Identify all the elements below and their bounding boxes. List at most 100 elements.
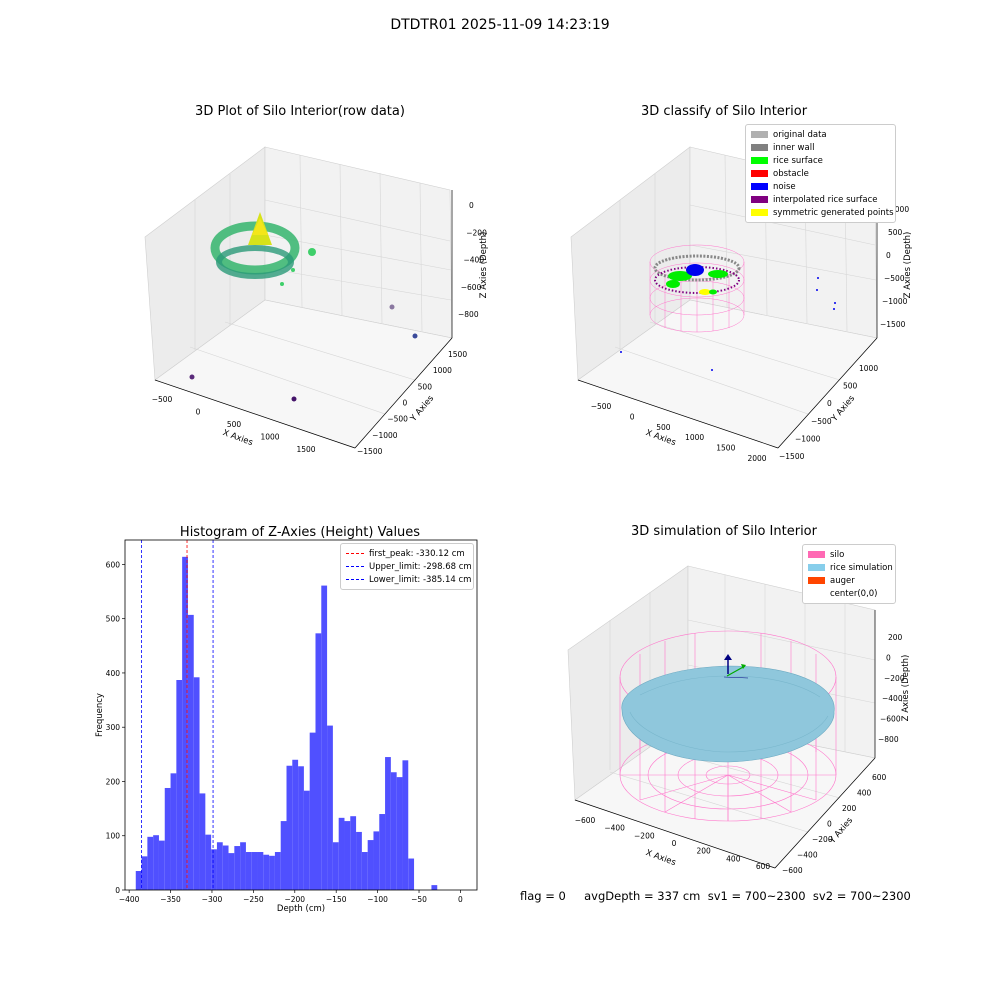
simulation-x-axis-label: X Axies <box>644 848 677 868</box>
histogram-bar <box>222 845 229 890</box>
raw-3d-axes-box <box>144 146 453 449</box>
legend-swatch <box>751 144 768 151</box>
legend-swatch <box>751 170 768 177</box>
legend-label: original data <box>773 129 827 140</box>
simulation-y-tick: −400 <box>797 851 818 860</box>
classify-z-tick: −1000 <box>882 297 908 306</box>
histogram-bar <box>286 765 293 890</box>
histogram-bars <box>135 556 438 890</box>
classify-x-tick: 1000 <box>685 433 704 442</box>
simulation-y-tick: −200 <box>812 835 833 844</box>
histogram-bar <box>367 840 374 890</box>
histogram-bar <box>170 773 177 890</box>
histogram-bar <box>344 821 351 890</box>
histogram-reference-lines <box>141 540 214 890</box>
classify-x-tick: 1500 <box>716 444 735 453</box>
raw-x-tick: 1000 <box>260 433 279 442</box>
histogram-x-tick-label: −250 <box>243 895 264 904</box>
classify-z-tick-labels: 1000 500 0 −500 −1000 −1500 <box>880 205 909 329</box>
histogram-bar <box>234 846 241 890</box>
histogram-bar <box>263 854 270 890</box>
legend-swatch <box>751 157 768 164</box>
legend-label: Upper_limit: -298.68 cm <box>369 561 472 572</box>
raw-z-tick: −800 <box>458 310 479 319</box>
histogram-bar <box>257 852 264 890</box>
histogram-bar <box>356 831 362 890</box>
legend-entry: first_peak: -330.12 cm <box>346 547 468 560</box>
histogram-x-tick-label: 0 <box>458 895 463 904</box>
simulation-rice-surface <box>621 665 835 763</box>
raw-x-tick: −500 <box>152 395 173 404</box>
histogram-bar <box>147 836 154 890</box>
histogram-bar <box>396 777 403 890</box>
legend-entry: rice simulation <box>808 561 893 574</box>
histogram-bar <box>385 757 391 890</box>
legend-entry: symmetric generated points <box>751 206 894 219</box>
raw-x-tick: 0 <box>196 408 201 417</box>
legend-label: inner wall <box>773 142 815 153</box>
legend-swatch <box>751 183 768 190</box>
histogram-y-tick-label: 400 <box>106 669 121 678</box>
classify-y-tick: −1500 <box>779 452 805 461</box>
legend-label: Lower_limit: -385.14 cm <box>369 574 472 585</box>
histogram-x-ticks: −400 −350 −300 −250 −200 −150 −100 −50 0 <box>119 890 463 904</box>
histogram-x-tick-label: −100 <box>367 895 388 904</box>
classify-y-tick: 500 <box>843 382 858 391</box>
raw-z-tick: 0 <box>469 201 474 210</box>
legend-line-sample <box>346 579 364 580</box>
raw-y-tick: 500 <box>418 382 433 391</box>
classify-z-tick: 0 <box>886 251 891 260</box>
histogram-bar <box>158 840 165 890</box>
simulation-x-tick: 400 <box>726 854 741 863</box>
simulation-z-tick: 0 <box>886 653 891 662</box>
raw-x-tick: 1500 <box>296 445 315 454</box>
histogram-bar <box>350 816 357 890</box>
legend-entry: center(0,0) <box>808 587 890 600</box>
histogram-bar <box>176 680 183 890</box>
histogram-frame <box>124 539 478 891</box>
simulation-z-tick: −400 <box>882 694 903 703</box>
simulation-y-tick: 0 <box>827 820 832 829</box>
histogram-bar <box>228 853 235 890</box>
legend-entry: inner wall <box>751 141 890 154</box>
legend-swatch <box>808 590 825 597</box>
classify-z-tick: −1500 <box>880 320 906 329</box>
classify-z-tick: −500 <box>884 274 905 283</box>
legend-label: rice surface <box>773 155 823 166</box>
legend-label: silo <box>830 549 845 560</box>
raw-z-tick: −400 <box>464 256 485 265</box>
histogram-title: Histogram of Z-Axies (Height) Values <box>180 525 420 540</box>
histogram-bar <box>379 814 386 890</box>
classify-x-tick: 500 <box>656 423 671 432</box>
simulation-legend: silo rice simulation auger center(0,0) <box>802 544 896 604</box>
histogram-y-tick-label: 200 <box>106 777 121 786</box>
histogram-bar <box>135 871 142 890</box>
simulation-x-tick: 600 <box>756 862 771 871</box>
simulation-x-tick: −400 <box>604 824 625 833</box>
simulation-plot-title: 3D simulation of Silo Interior <box>631 524 817 539</box>
legend-swatch <box>751 209 768 216</box>
raw-y-tick: 1000 <box>433 366 452 375</box>
legend-label: interpolated rice surface <box>773 194 878 205</box>
legend-entry: rice surface <box>751 154 890 167</box>
histogram-bar <box>280 821 287 890</box>
histogram-x-tick-label: −200 <box>284 895 305 904</box>
histogram-bar <box>245 852 252 890</box>
histogram-bar <box>292 759 299 890</box>
histogram-bar <box>141 856 148 890</box>
legend-entry: Lower_limit: -385.14 cm <box>346 573 472 586</box>
classify-3d-axes-box <box>570 146 878 449</box>
histogram-x-tick-label: −350 <box>160 895 181 904</box>
histogram-x-tick-label: −150 <box>326 895 347 904</box>
legend-swatch <box>751 196 768 203</box>
histogram-bar <box>240 842 246 890</box>
histogram-bar <box>309 732 316 890</box>
histogram-bar <box>251 852 258 890</box>
simulation-z-tick-labels: 200 0 −200 −400 −600 −800 <box>878 633 905 744</box>
legend-label: rice simulation <box>830 562 893 573</box>
